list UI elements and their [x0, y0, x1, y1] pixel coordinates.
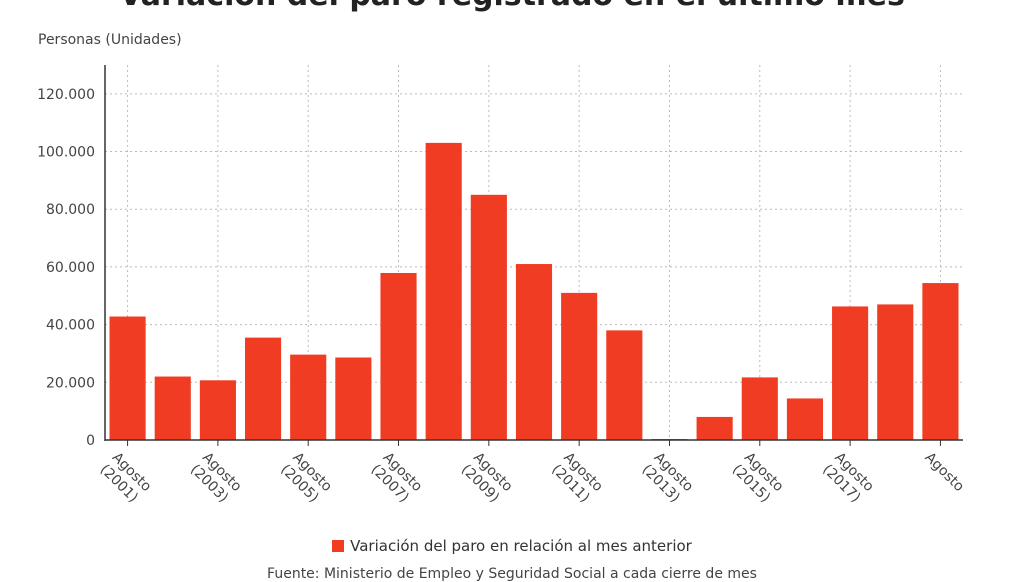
chart-title: Variación del paro registrado en el últi… — [0, 0, 1024, 13]
y-axis-label: Personas (Unidades) — [38, 32, 182, 48]
bar — [199, 380, 236, 440]
bar — [335, 357, 372, 440]
bar — [696, 416, 733, 440]
y-tick-label: 80.000 — [46, 202, 95, 218]
legend: Variación del paro en relación al mes an… — [0, 537, 1024, 555]
y-tick-label: 60.000 — [46, 260, 95, 276]
x-tick-label: Agosto(2015) — [729, 450, 787, 508]
x-tick-label: Agosto(2009) — [458, 450, 516, 508]
x-tick-label: Agosto(2001) — [97, 450, 155, 508]
y-tick-label: 20.000 — [46, 375, 95, 391]
bar — [380, 272, 417, 440]
x-tick-label: Agosto(2005) — [277, 450, 335, 508]
x-tick-label: Agosto(2007) — [368, 450, 426, 508]
bar — [470, 194, 507, 440]
x-tick-label: Agosto(2003) — [187, 450, 245, 508]
y-tick-label: 100.000 — [37, 145, 95, 161]
bar — [561, 292, 598, 440]
bar — [606, 330, 643, 440]
legend-label: Variación del paro en relación al mes an… — [350, 537, 692, 555]
bar — [425, 142, 462, 440]
y-tick-label: 40.000 — [46, 318, 95, 334]
x-tick-label: Agosto — [922, 450, 968, 496]
bar — [877, 304, 914, 440]
bar — [922, 283, 959, 440]
bar — [741, 377, 778, 440]
bar — [515, 264, 553, 440]
bar — [109, 316, 146, 440]
bar — [290, 354, 327, 440]
x-tick-label: Agosto(2011) — [548, 450, 606, 508]
y-tick-label: 0 — [86, 433, 95, 449]
x-tick-label: Agosto(2017) — [819, 450, 877, 508]
bar — [154, 376, 191, 440]
bar — [786, 398, 824, 440]
source-note: Fuente: Ministerio de Empleo y Seguridad… — [267, 566, 757, 582]
bar — [244, 337, 282, 440]
x-tick-label: Agosto(2013) — [639, 450, 697, 508]
legend-swatch — [332, 540, 345, 552]
bar — [832, 306, 869, 440]
y-tick-label: 120.000 — [37, 87, 95, 103]
